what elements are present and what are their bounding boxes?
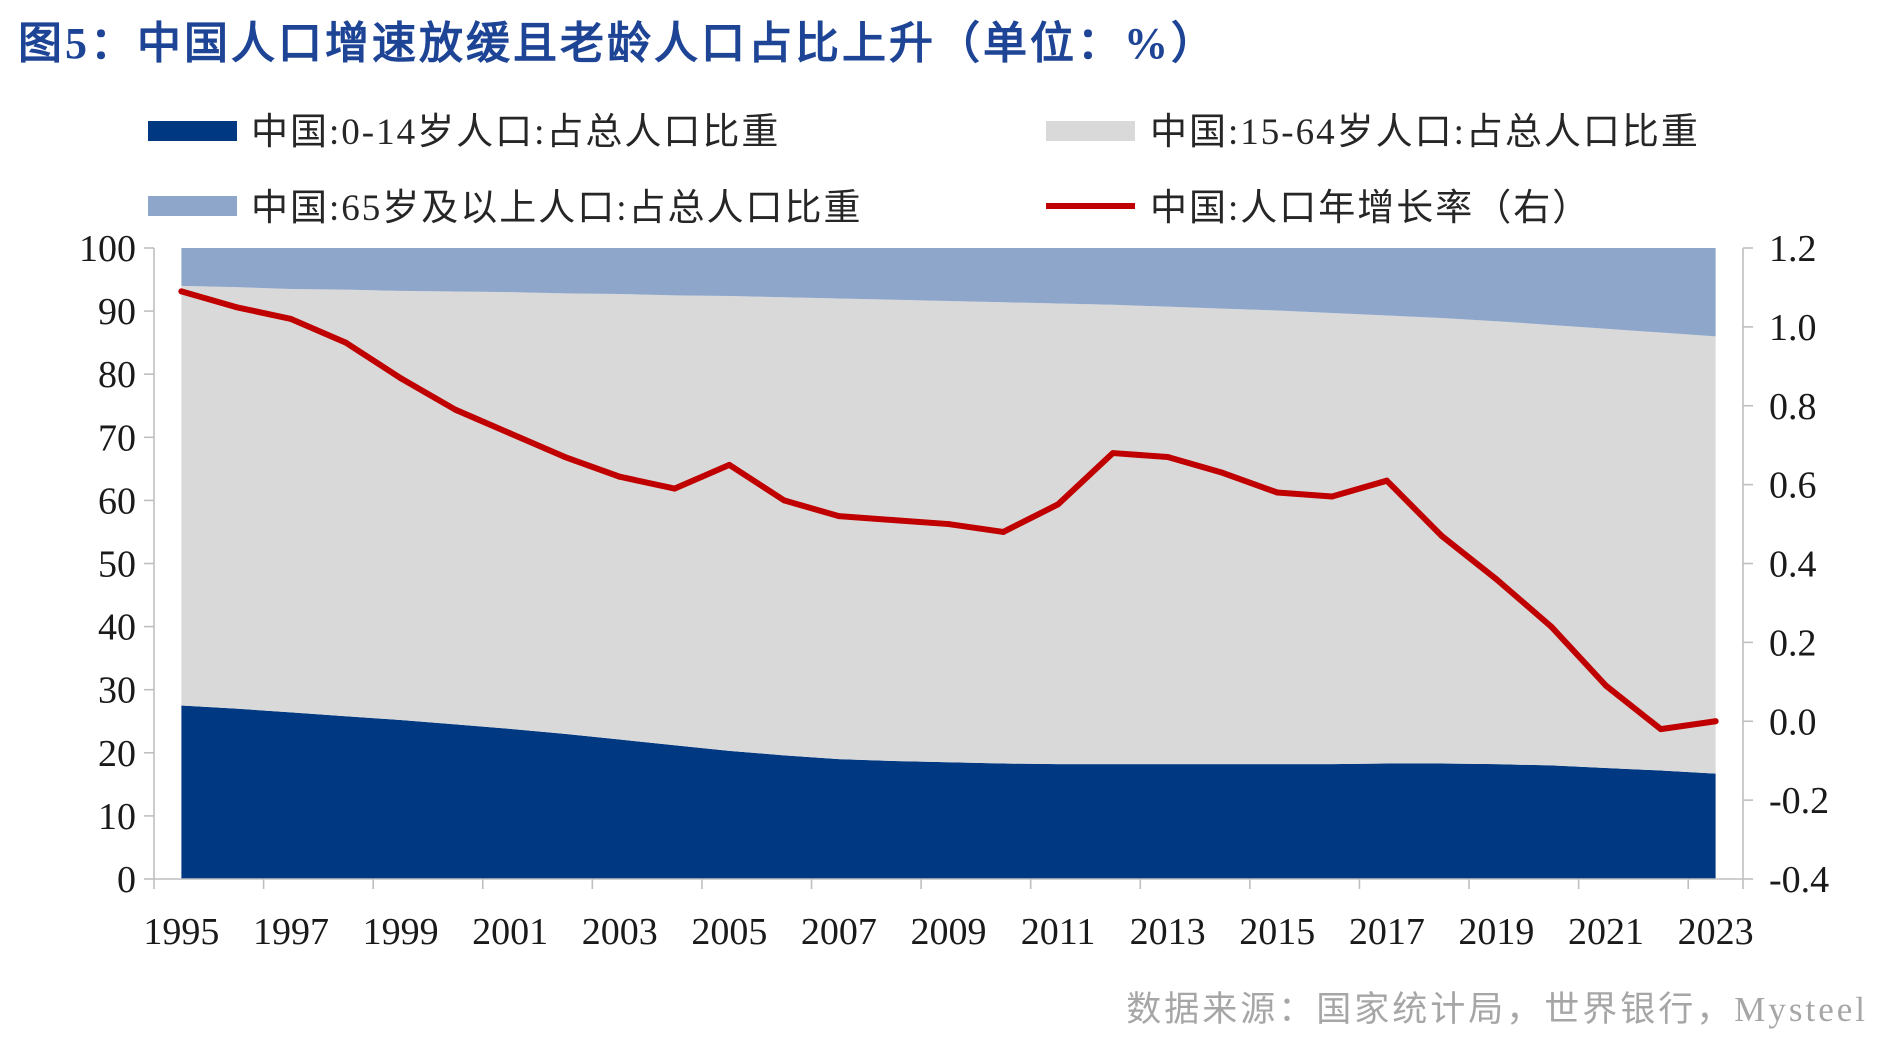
legend-item-growth-rate: 中国:人口年增长率（右） bbox=[1046, 187, 1591, 229]
y-right-tick-label-6: 0.8 bbox=[1769, 386, 1817, 428]
x-tick-label-8: 2011 bbox=[1021, 911, 1096, 953]
x-tick-label-14: 2023 bbox=[1678, 911, 1754, 953]
x-tick-label-7: 2009 bbox=[911, 911, 987, 953]
growth-rate-point-2016 bbox=[1329, 493, 1336, 500]
area-age-15-64 bbox=[181, 285, 1716, 774]
y-left-tick-label-8: 80 bbox=[98, 354, 136, 396]
legend-label-growth-rate: 中国:人口年增长率（右） bbox=[1150, 187, 1591, 229]
growth-rate-point-1995 bbox=[178, 288, 185, 295]
x-tick-label-9: 2013 bbox=[1130, 911, 1206, 953]
legend-item-age-65-plus: 中国:65岁及以上人口:占总人口比重 bbox=[148, 187, 863, 229]
x-tick-label-2: 1999 bbox=[363, 911, 439, 953]
source-note: 数据来源：国家统计局，世界银行，Mysteel bbox=[1126, 990, 1868, 1029]
legend-label-age-0-14: 中国:0-14岁人口:占总人口比重 bbox=[251, 111, 780, 153]
y-left-tick-label-5: 50 bbox=[98, 544, 136, 586]
legend-label-age-65-plus: 中国:65岁及以上人口:占总人口比重 bbox=[251, 187, 863, 229]
growth-rate-point-1998 bbox=[342, 339, 349, 346]
growth-rate-point-2020 bbox=[1548, 623, 1555, 630]
y-left-tick-label-9: 90 bbox=[98, 291, 136, 333]
growth-rate-point-2001 bbox=[507, 430, 514, 437]
y-right-tick-label-2: 0.0 bbox=[1769, 701, 1817, 743]
legend-item-age-0-14: 中国:0-14岁人口:占总人口比重 bbox=[148, 111, 780, 153]
growth-rate-point-2002 bbox=[561, 454, 568, 461]
x-tick-label-4: 2003 bbox=[582, 911, 658, 953]
chart-title: 图5：中国人口增速放缓且老龄人口占比上升（单位：%） bbox=[18, 19, 1218, 68]
legend: 中国:0-14岁人口:占总人口比重 中国:15-64岁人口:占总人口比重 中国:… bbox=[148, 111, 1700, 229]
growth-rate-point-2021 bbox=[1603, 682, 1610, 689]
x-tick-label-12: 2019 bbox=[1458, 911, 1534, 953]
y-left-tick-label-1: 10 bbox=[98, 796, 136, 838]
y-right-tick-label-8: 1.2 bbox=[1769, 228, 1817, 270]
area-age-0-14 bbox=[181, 705, 1716, 879]
growth-rate-point-2023 bbox=[1712, 718, 1719, 725]
growth-rate-point-1997 bbox=[287, 315, 294, 322]
y-right-tick-label-7: 1.0 bbox=[1769, 307, 1817, 349]
x-tick-label-6: 2007 bbox=[801, 911, 877, 953]
x-tick-label-5: 2005 bbox=[691, 911, 767, 953]
legend-label-age-15-64: 中国:15-64岁人口:占总人口比重 bbox=[1150, 111, 1700, 153]
legend-swatch-age-65-plus bbox=[148, 196, 237, 216]
growth-rate-point-2006 bbox=[781, 497, 788, 504]
legend-swatch-age-15-64 bbox=[1046, 121, 1135, 141]
growth-rate-point-2003 bbox=[616, 473, 623, 480]
y-right-tick-label-4: 0.4 bbox=[1769, 544, 1817, 586]
y-right-tick-label-1: -0.2 bbox=[1769, 780, 1829, 822]
growth-rate-point-2017 bbox=[1383, 477, 1390, 484]
y-left-tick-label-7: 70 bbox=[98, 417, 136, 459]
x-tick-label-13: 2021 bbox=[1568, 911, 1644, 953]
growth-rate-point-2015 bbox=[1274, 489, 1281, 496]
x-tick-label-10: 2015 bbox=[1239, 911, 1315, 953]
growth-rate-point-2004 bbox=[671, 485, 678, 492]
x-tick-label-3: 2001 bbox=[472, 911, 548, 953]
growth-rate-point-2012 bbox=[1109, 450, 1116, 457]
growth-rate-point-2005 bbox=[726, 461, 733, 468]
x-tick-label-0: 1995 bbox=[143, 911, 219, 953]
growth-rate-point-2009 bbox=[945, 521, 952, 528]
y-right-tick-label-0: -0.4 bbox=[1769, 859, 1829, 901]
growth-rate-point-2013 bbox=[1164, 454, 1171, 461]
growth-rate-point-2019 bbox=[1493, 576, 1500, 583]
growth-rate-point-2008 bbox=[890, 517, 897, 524]
plot-area: 0 10 20 30 40 50 60 70 80 90 100 -0.4 -0.2 0.0 0.2 0.4 0… bbox=[79, 228, 1829, 953]
growth-rate-point-2022 bbox=[1657, 726, 1664, 733]
y-left-tick-label-10: 100 bbox=[79, 228, 136, 270]
y-left-tick-label-6: 60 bbox=[98, 480, 136, 522]
growth-rate-point-2011 bbox=[1055, 501, 1062, 508]
growth-rate-point-2010 bbox=[1000, 528, 1007, 535]
y-left-tick-label-3: 30 bbox=[98, 670, 136, 712]
y-right-tick-label-5: 0.6 bbox=[1769, 465, 1817, 507]
growth-rate-point-1999 bbox=[397, 375, 404, 382]
growth-rate-point-2018 bbox=[1438, 532, 1445, 539]
growth-rate-point-2014 bbox=[1219, 469, 1226, 476]
y-left-tick-label-4: 40 bbox=[98, 607, 136, 649]
legend-item-age-15-64: 中国:15-64岁人口:占总人口比重 bbox=[1046, 111, 1700, 153]
growth-rate-point-1996 bbox=[233, 304, 240, 311]
y-right-tick-label-3: 0.2 bbox=[1769, 622, 1817, 664]
x-tick-label-1: 1997 bbox=[253, 911, 329, 953]
growth-rate-point-2007 bbox=[835, 513, 842, 520]
area-age-65-plus bbox=[181, 248, 1716, 337]
x-tick-label-11: 2017 bbox=[1349, 911, 1425, 953]
growth-rate-point-2000 bbox=[452, 406, 459, 413]
y-left-tick-label-0: 0 bbox=[117, 859, 136, 901]
y-left-tick-label-2: 20 bbox=[98, 733, 136, 775]
legend-swatch-age-0-14 bbox=[148, 121, 237, 141]
